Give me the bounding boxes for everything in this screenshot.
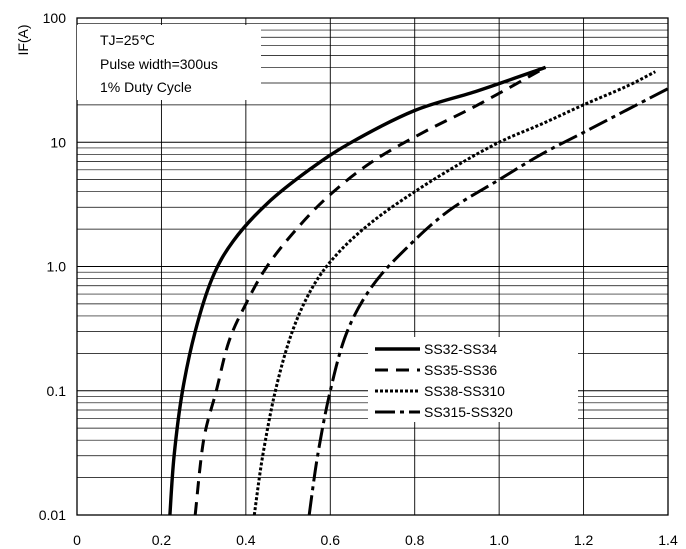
series-line-4 xyxy=(307,87,669,516)
y-tick-label: 10 xyxy=(50,134,66,150)
x-tick-label: 1.2 xyxy=(574,532,594,548)
legend-label: SS35-SS36 xyxy=(424,362,497,378)
plot-frame xyxy=(76,17,669,516)
series-line-1 xyxy=(168,65,547,516)
series-line-2 xyxy=(193,66,547,516)
legend-background xyxy=(368,337,578,422)
y-tick-labels: 0.01 0.1 1.0 10 100 xyxy=(39,10,66,523)
x-tick-label: 1.4 xyxy=(658,532,678,548)
y-axis-label: IF(A) xyxy=(15,24,31,55)
series-layer xyxy=(168,65,669,516)
x-tick-label: 0.2 xyxy=(152,532,172,548)
annotation-pulse-width: Pulse width=300us xyxy=(100,56,218,72)
x-tick-label: 0.8 xyxy=(405,532,425,548)
x-tick-label: 1.0 xyxy=(489,532,509,548)
legend-label: SS38-SS310 xyxy=(424,383,505,399)
y-tick-label: 0.01 xyxy=(39,507,66,523)
y-tick-label: 0.1 xyxy=(47,383,67,399)
y-tick-label: 1.0 xyxy=(47,259,67,275)
x-tick-labels: 0 0.2 0.4 0.6 0.8 1.0 1.2 1.4 xyxy=(73,532,678,548)
conditions-box: TJ=25℃ Pulse width=300us 1% Duty Cycle xyxy=(77,25,261,100)
series-line-3 xyxy=(252,70,656,516)
legend-label: SS32-SS34 xyxy=(424,341,497,357)
x-tick-label: 0.6 xyxy=(321,532,341,548)
annotation-duty-cycle: 1% Duty Cycle xyxy=(100,79,192,95)
x-tick-label: 0 xyxy=(73,532,81,548)
x-tick-label: 0.4 xyxy=(236,532,256,548)
annotation-temperature: TJ=25℃ xyxy=(100,32,155,48)
legend-label: SS315-SS320 xyxy=(424,404,513,420)
legend: SS32-SS34 SS35-SS36 SS38-SS310 SS315-SS320 xyxy=(368,337,578,422)
y-tick-label: 100 xyxy=(43,10,67,26)
